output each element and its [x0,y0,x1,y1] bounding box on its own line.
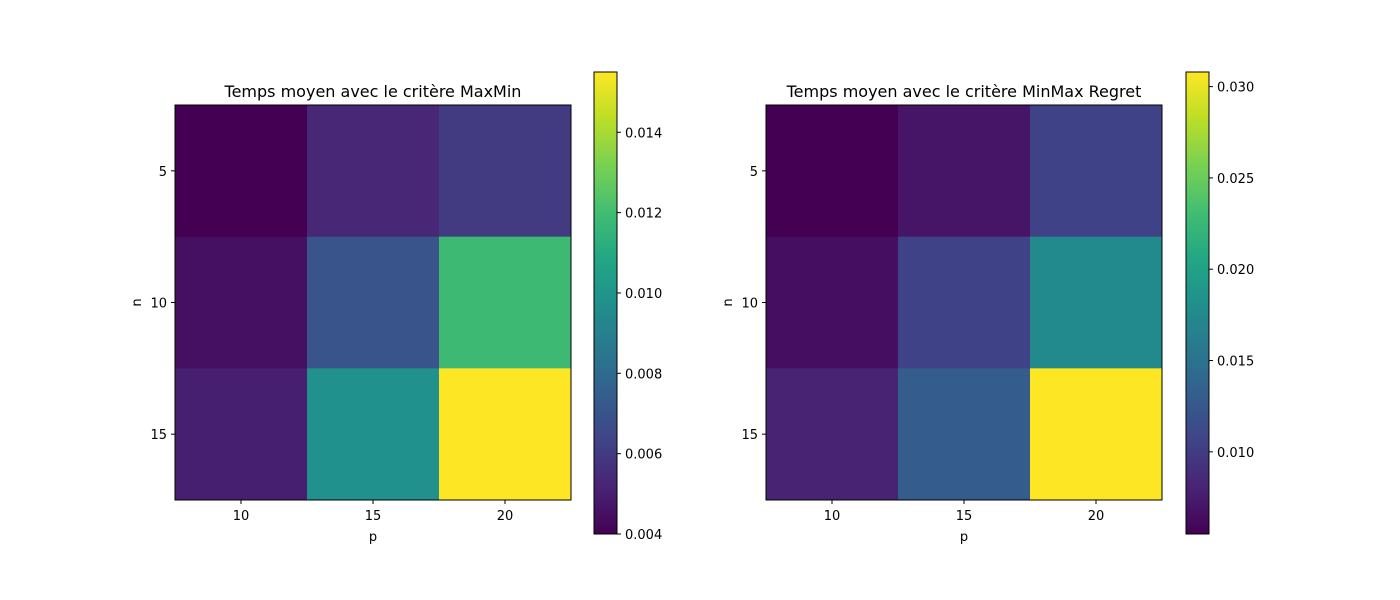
chart1-heatmap-cell [175,368,308,501]
chart2-heatmap-cell [898,368,1031,501]
chart1-title: Temps moyen avec le critère MaxMin [224,82,522,101]
chart2-colorbar-tick-label: 0.030 [1217,81,1254,96]
chart2-x-tick-label: 20 [1088,509,1105,524]
chart1-x-axis-label: p [369,530,377,545]
chart1-heatmap-cell [307,236,440,369]
chart2-y-axis-label: n [721,298,736,306]
chart1-colorbar-tick-label: 0.006 [625,448,662,463]
chart2-x-tick-label: 15 [956,509,973,524]
chart2-heatmap-cell [766,105,899,238]
chart1-colorbar-tick-label: 0.012 [625,207,662,222]
chart1-heatmap-cell [307,105,440,238]
chart2-colorbar-tick-label: 0.015 [1217,355,1254,370]
chart2-y-tick-label: 15 [741,428,758,443]
chart1-heatmap-cell [439,105,572,238]
chart2-x-axis-label: p [960,530,968,545]
chart1-colorbar-tick-label: 0.014 [625,126,662,141]
chart1-heatmap-cell [307,368,440,501]
chart1-heatmap-cell [439,236,572,369]
chart1-heatmap-cell [175,236,308,369]
chart2-colorbar [1185,71,1210,535]
chart1-heatmap-cell [175,105,308,238]
chart2-colorbar-tick-label: 0.010 [1217,446,1254,461]
chart2-heatmap-cell [766,368,899,501]
chart1-y-tick-label: 15 [150,428,167,443]
chart2-y-tick-label: 10 [741,297,758,312]
chart2-title: Temps moyen avec le critère MinMax Regre… [786,82,1142,101]
chart2-colorbar-tick-label: 0.025 [1217,172,1254,187]
chart1-colorbar-tick-label: 0.008 [625,367,662,382]
chart1-y-tick-label: 5 [159,165,167,180]
chart2-heatmap-cell [766,236,899,369]
chart1-y-axis-label: n [130,298,145,306]
chart1-colorbar-tick-label: 0.010 [625,287,662,302]
chart1-heatmap-cell [439,368,572,501]
chart2-y-tick-label: 5 [750,165,758,180]
chart2-colorbar-tick-label: 0.020 [1217,263,1254,278]
chart1-x-tick-label: 20 [497,509,514,524]
chart1-colorbar [593,71,618,535]
chart2-heatmap-cell [1030,368,1163,501]
chart2-heatmap-cell [1030,105,1163,238]
chart1-y-tick-label: 10 [150,297,167,312]
chart1-x-tick-label: 10 [233,509,250,524]
chart2-heatmap-cell [898,105,1031,238]
chart2-heatmap-cell [1030,236,1163,369]
chart1-x-tick-label: 15 [365,509,382,524]
chart2-x-tick-label: 10 [824,509,841,524]
chart1-colorbar-tick-label: 0.004 [625,528,662,543]
chart2-heatmap-cell [898,236,1031,369]
